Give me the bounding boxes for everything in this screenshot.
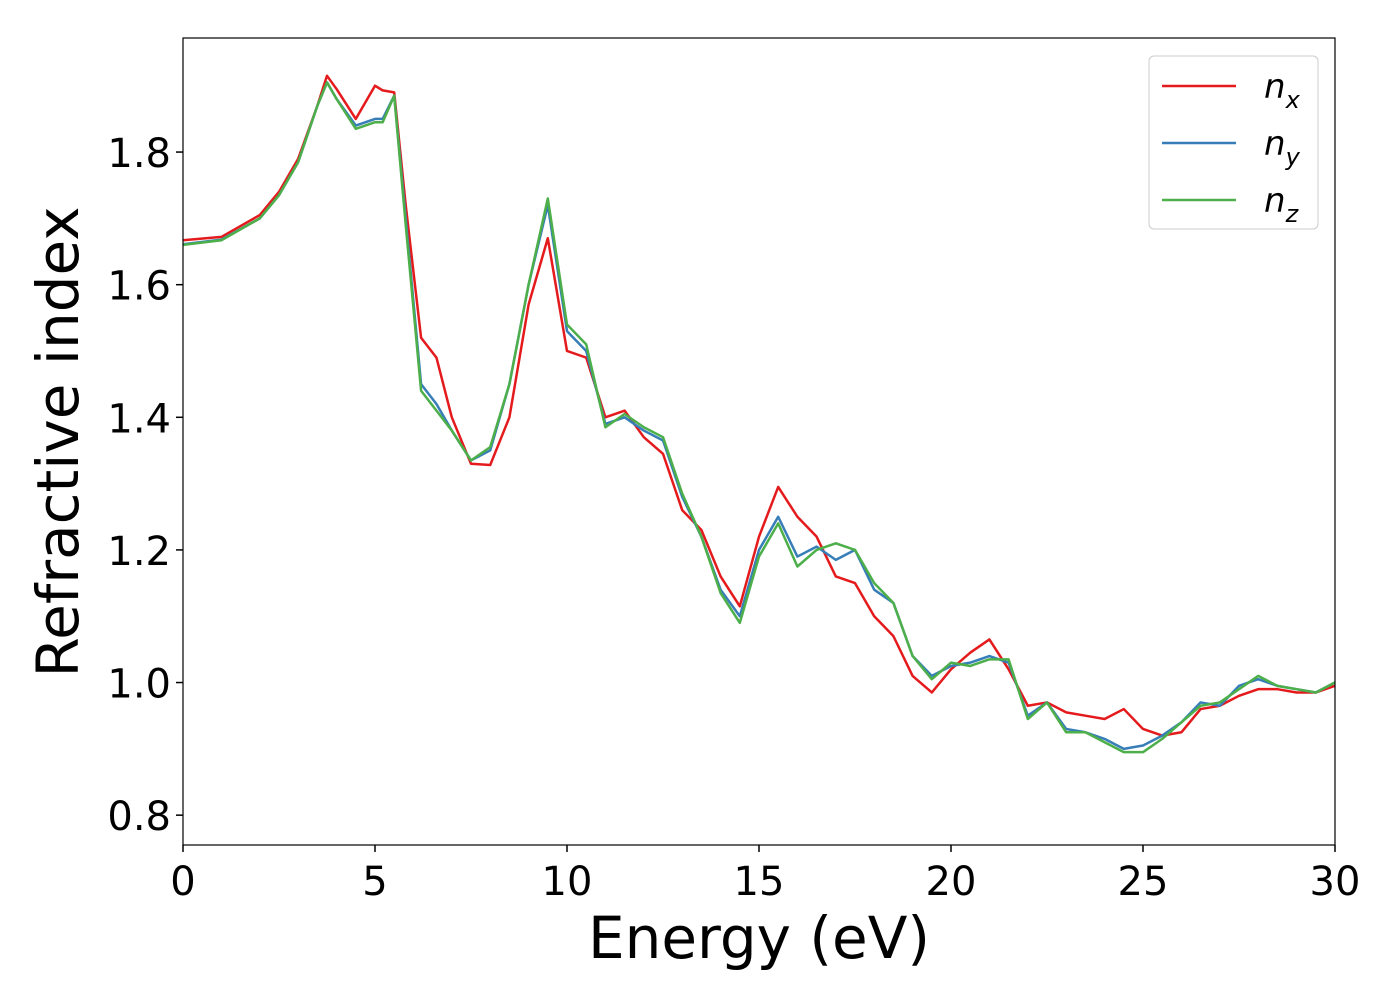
legend-label: nx xyxy=(1264,67,1301,114)
legend-label-name: n xyxy=(1264,67,1286,107)
y-tick-label: 1.6 xyxy=(107,264,171,310)
y-tick-label: 1.8 xyxy=(107,131,171,177)
legend-label-subscript: x xyxy=(1285,86,1301,114)
legend-label-name: n xyxy=(1264,124,1286,164)
y-tick-label: 1.2 xyxy=(107,529,171,575)
x-tick-label: 5 xyxy=(362,859,387,905)
x-tick-label: 15 xyxy=(734,859,785,905)
x-tick-label: 0 xyxy=(170,859,195,905)
plot-frame xyxy=(182,37,1336,846)
x-axis-label: Energy (eV) xyxy=(588,904,930,972)
legend-label-name: n xyxy=(1264,181,1286,221)
y-tick-label: 1.0 xyxy=(107,662,171,708)
legend-label: ny xyxy=(1264,124,1301,171)
x-tick-label: 25 xyxy=(1118,859,1169,905)
legend-label: nz xyxy=(1264,181,1300,228)
series-line xyxy=(182,81,1336,754)
x-tick-label: 30 xyxy=(1310,859,1361,905)
y-axis-label: Refractive index xyxy=(24,206,92,677)
legend-label-subscript: y xyxy=(1285,143,1301,171)
x-tick-label: 10 xyxy=(542,859,593,905)
x-tick-label: 20 xyxy=(926,859,977,905)
y-tick-label: 1.4 xyxy=(107,396,171,442)
series-line xyxy=(182,74,1336,737)
y-tick-label: 0.8 xyxy=(107,794,171,840)
legend-label-subscript: z xyxy=(1285,200,1300,228)
